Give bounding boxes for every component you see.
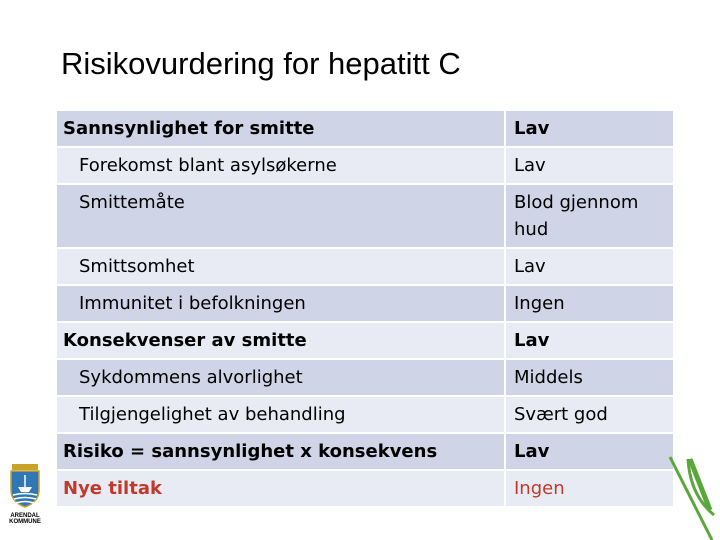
logo-text-line2: KOMMUNE [9, 519, 41, 525]
row-value: Svært god [504, 395, 675, 434]
table-row: Sannsynlighet for smitte Lav [55, 109, 675, 148]
table-row: Tilgjengelighet av behandling Svært god [55, 395, 675, 434]
risk-table: Sannsynlighet for smitte Lav Forekomst bla… [55, 109, 675, 508]
table-row: Nye tiltak Ingen [55, 469, 675, 508]
row-label: Sannsynlighet for smitte [55, 109, 506, 148]
row-value: Ingen [504, 469, 675, 508]
arendal-kommune-logo: ARENDAL KOMMUNE [6, 462, 44, 525]
table-row: Konsekvenser av smitte Lav [55, 321, 675, 360]
row-label: Forekomst blant asylsøkerne [55, 146, 506, 185]
row-label: Smittsomhet [55, 247, 506, 286]
slide-title: Risikovurdering for hepatitt C [61, 46, 461, 81]
row-value: Lav [504, 109, 675, 148]
row-value: Ingen [504, 284, 675, 323]
row-value: Lav [504, 146, 675, 185]
logo-text: ARENDAL KOMMUNE [6, 513, 44, 525]
row-label: Immunitet i befolkningen [55, 284, 506, 323]
table-row: Risiko = sannsynlighet x konsekvens Lav [55, 432, 675, 471]
row-value: Blod gjennom hud [504, 183, 675, 249]
table-row: Smittemåte Blod gjennom hud [55, 183, 675, 249]
row-label: Tilgjengelighet av behandling [55, 395, 506, 434]
table-row: Forekomst blant asylsøkerne Lav [55, 146, 675, 185]
green-leaf-icon [668, 456, 715, 540]
row-value: Lav [504, 247, 675, 286]
row-label: Nye tiltak [55, 469, 506, 508]
row-label: Sykdommens alvorlighet [55, 358, 506, 397]
row-value: Lav [504, 432, 675, 471]
table-row: Immunitet i befolkningen Ingen [55, 284, 675, 323]
row-label: Konsekvenser av smitte [55, 321, 506, 360]
row-label: Smittemåte [55, 183, 506, 249]
logo-text-line1: ARENDAL [10, 513, 40, 519]
table-row: Smittsomhet Lav [55, 247, 675, 286]
row-value: Middels [504, 358, 675, 397]
row-value: Lav [504, 321, 675, 360]
coat-of-arms-icon [10, 464, 40, 508]
table-row: Sykdommens alvorlighet Middels [55, 358, 675, 397]
row-label: Risiko = sannsynlighet x konsekvens [55, 432, 506, 471]
